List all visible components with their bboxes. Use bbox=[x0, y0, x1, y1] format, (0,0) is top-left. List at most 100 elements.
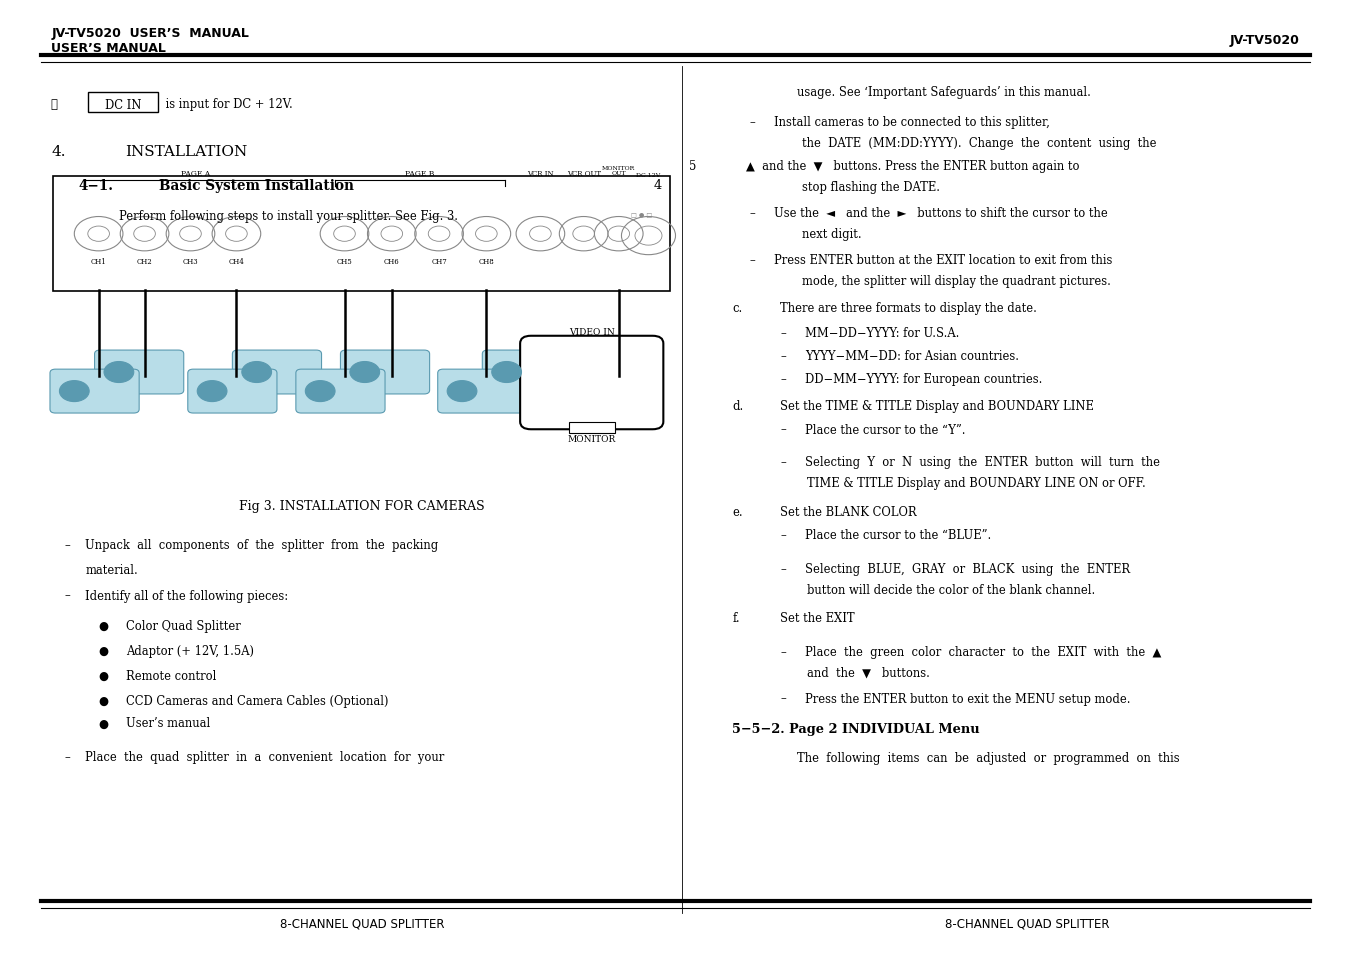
Circle shape bbox=[197, 381, 227, 402]
Text: The  following  items  can  be  adjusted  or  programmed  on  this: The following items can be adjusted or p… bbox=[797, 751, 1179, 764]
FancyBboxPatch shape bbox=[188, 370, 277, 414]
Text: CH5: CH5 bbox=[336, 257, 353, 265]
Text: –: – bbox=[781, 373, 786, 386]
Text: Unpack  all  components  of  the  splitter  from  the  packing: Unpack all components of the splitter fr… bbox=[85, 538, 438, 552]
Text: Place  the  green  color  character  to  the  EXIT  with  the  ▲: Place the green color character to the E… bbox=[805, 645, 1162, 659]
Text: –: – bbox=[65, 750, 70, 763]
Text: TIME & TITLE Display and BOUNDARY LINE ON or OFF.: TIME & TITLE Display and BOUNDARY LINE O… bbox=[807, 476, 1146, 490]
Text: JV-TV5020: JV-TV5020 bbox=[1229, 34, 1300, 48]
Text: next digit.: next digit. bbox=[802, 228, 862, 241]
Text: MM−DD−YYYY: for U.S.A.: MM−DD−YYYY: for U.S.A. bbox=[805, 327, 959, 340]
Text: YYYY−MM−DD: for Asian countries.: YYYY−MM−DD: for Asian countries. bbox=[805, 350, 1019, 363]
Text: –: – bbox=[750, 207, 755, 220]
Text: Basic System Installation: Basic System Installation bbox=[159, 179, 354, 193]
Text: Color Quad Splitter: Color Quad Splitter bbox=[126, 619, 240, 633]
Text: INSTALLATION: INSTALLATION bbox=[126, 145, 247, 159]
Circle shape bbox=[350, 362, 380, 383]
Text: User’s manual: User’s manual bbox=[126, 717, 209, 730]
Text: –: – bbox=[750, 116, 755, 130]
FancyBboxPatch shape bbox=[438, 370, 527, 414]
Text: MONITOR: MONITOR bbox=[567, 435, 616, 443]
Text: CH3: CH3 bbox=[182, 257, 199, 265]
Text: Remote control: Remote control bbox=[126, 669, 216, 682]
Text: ⑤: ⑤ bbox=[51, 98, 65, 112]
Text: ▲  and the  ▼   buttons. Press the ENTER button again to: ▲ and the ▼ buttons. Press the ENTER but… bbox=[746, 160, 1079, 173]
FancyBboxPatch shape bbox=[95, 351, 184, 395]
Text: –: – bbox=[65, 589, 70, 602]
Text: VCR OUT: VCR OUT bbox=[566, 171, 601, 178]
FancyBboxPatch shape bbox=[53, 177, 670, 292]
FancyBboxPatch shape bbox=[340, 351, 430, 395]
Text: Use the  ◄   and the  ►   buttons to shift the cursor to the: Use the ◄ and the ► buttons to shift the… bbox=[774, 207, 1108, 220]
Text: ●: ● bbox=[99, 717, 108, 730]
Text: DC 12V: DC 12V bbox=[636, 173, 661, 178]
Text: Selecting  BLUE,  GRAY  or  BLACK  using  the  ENTER: Selecting BLUE, GRAY or BLACK using the … bbox=[805, 562, 1131, 576]
Text: 8-CHANNEL QUAD SPLITTER: 8-CHANNEL QUAD SPLITTER bbox=[280, 917, 444, 930]
Text: –: – bbox=[781, 529, 786, 542]
Text: 8-CHANNEL QUAD SPLITTER: 8-CHANNEL QUAD SPLITTER bbox=[944, 917, 1109, 930]
Text: e.: e. bbox=[732, 505, 743, 518]
Text: CH8: CH8 bbox=[478, 257, 494, 265]
Text: Adaptor (+ 12V, 1.5A): Adaptor (+ 12V, 1.5A) bbox=[126, 644, 254, 658]
Text: ●: ● bbox=[99, 619, 108, 633]
FancyBboxPatch shape bbox=[520, 336, 663, 430]
Text: and  the  ▼   buttons.: and the ▼ buttons. bbox=[807, 666, 929, 679]
Text: Set the BLANK COLOR: Set the BLANK COLOR bbox=[780, 505, 916, 518]
Text: Place the cursor to the “BLUE”.: Place the cursor to the “BLUE”. bbox=[805, 529, 992, 542]
Text: Press the ENTER button to exit the MENU setup mode.: Press the ENTER button to exit the MENU … bbox=[805, 692, 1131, 705]
Text: button will decide the color of the blank channel.: button will decide the color of the blan… bbox=[807, 583, 1094, 597]
Text: is input for DC + 12V.: is input for DC + 12V. bbox=[162, 98, 293, 112]
Text: CH2: CH2 bbox=[136, 257, 153, 265]
Text: 4.: 4. bbox=[51, 145, 66, 159]
Text: –: – bbox=[781, 456, 786, 469]
Text: –: – bbox=[65, 538, 70, 552]
FancyBboxPatch shape bbox=[296, 370, 385, 414]
Text: CCD Cameras and Camera Cables (Optional): CCD Cameras and Camera Cables (Optional) bbox=[126, 694, 388, 707]
Text: Set the TIME & TITLE Display and BOUNDARY LINE: Set the TIME & TITLE Display and BOUNDAR… bbox=[780, 399, 1093, 413]
Text: Install cameras to be connected to this splitter,: Install cameras to be connected to this … bbox=[774, 116, 1050, 130]
Text: 4−1.: 4−1. bbox=[78, 179, 113, 193]
Text: Selecting  Y  or  N  using  the  ENTER  button  will  turn  the: Selecting Y or N using the ENTER button … bbox=[805, 456, 1161, 469]
Text: usage. See ‘Important Safeguards’ in this manual.: usage. See ‘Important Safeguards’ in thi… bbox=[797, 86, 1092, 99]
Text: CH4: CH4 bbox=[228, 257, 245, 265]
Text: d.: d. bbox=[732, 399, 743, 413]
Text: Press ENTER button at the EXIT location to exit from this: Press ENTER button at the EXIT location … bbox=[774, 253, 1112, 267]
Text: USER’S MANUAL: USER’S MANUAL bbox=[51, 42, 166, 55]
Text: Place  the  quad  splitter  in  a  convenient  location  for  your: Place the quad splitter in a convenient … bbox=[85, 750, 444, 763]
Text: –: – bbox=[781, 350, 786, 363]
Text: PAGE B: PAGE B bbox=[405, 171, 435, 178]
Text: –: – bbox=[781, 327, 786, 340]
FancyBboxPatch shape bbox=[88, 93, 158, 112]
Text: DD−MM−YYYY: for European countries.: DD−MM−YYYY: for European countries. bbox=[805, 373, 1043, 386]
Text: VCR IN: VCR IN bbox=[527, 171, 554, 178]
Text: 5: 5 bbox=[689, 160, 696, 173]
Text: –: – bbox=[781, 645, 786, 659]
Text: Identify all of the following pieces:: Identify all of the following pieces: bbox=[85, 589, 288, 602]
Text: Fig 3. INSTALLATION FOR CAMERAS: Fig 3. INSTALLATION FOR CAMERAS bbox=[239, 499, 485, 513]
Text: Place the cursor to the “Y”.: Place the cursor to the “Y”. bbox=[805, 423, 966, 436]
Circle shape bbox=[242, 362, 272, 383]
Text: CH7: CH7 bbox=[431, 257, 447, 265]
Circle shape bbox=[447, 381, 477, 402]
Text: –: – bbox=[750, 253, 755, 267]
Text: DC IN: DC IN bbox=[105, 99, 141, 112]
Text: –: – bbox=[781, 423, 786, 436]
Text: f.: f. bbox=[732, 612, 740, 625]
Text: –: – bbox=[781, 562, 786, 576]
Text: the  DATE  (MM:DD:YYYY).  Change  the  content  using  the: the DATE (MM:DD:YYYY). Change the conten… bbox=[802, 137, 1156, 151]
Text: –: – bbox=[781, 692, 786, 705]
Circle shape bbox=[492, 362, 521, 383]
FancyBboxPatch shape bbox=[50, 370, 139, 414]
Text: 4: 4 bbox=[654, 179, 662, 193]
Text: CH1: CH1 bbox=[91, 257, 107, 265]
Text: Perform following steps to install your splitter. See Fig. 3.: Perform following steps to install your … bbox=[119, 210, 458, 223]
FancyBboxPatch shape bbox=[232, 351, 322, 395]
Text: VIDEO IN: VIDEO IN bbox=[569, 328, 615, 336]
Text: 5−5−2. Page 2 INDIVIDUAL Menu: 5−5−2. Page 2 INDIVIDUAL Menu bbox=[732, 722, 979, 736]
Circle shape bbox=[59, 381, 89, 402]
FancyBboxPatch shape bbox=[482, 351, 571, 395]
Circle shape bbox=[104, 362, 134, 383]
Text: CH6: CH6 bbox=[384, 257, 400, 265]
Circle shape bbox=[305, 381, 335, 402]
Text: ●: ● bbox=[99, 669, 108, 682]
